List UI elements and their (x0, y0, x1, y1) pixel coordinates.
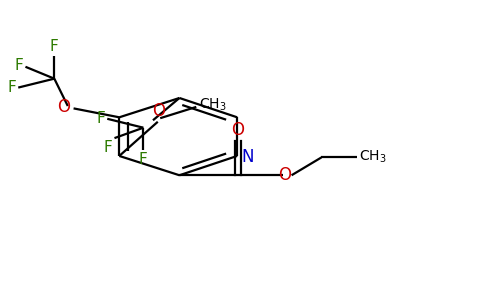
Text: F: F (50, 39, 59, 54)
Text: N: N (241, 148, 254, 166)
Text: F: F (15, 58, 23, 73)
Text: O: O (57, 98, 70, 116)
Text: CH$_3$: CH$_3$ (199, 96, 227, 113)
Text: F: F (103, 140, 112, 154)
Text: O: O (278, 166, 291, 184)
Text: O: O (231, 121, 244, 139)
Text: CH$_3$: CH$_3$ (359, 148, 387, 165)
Text: F: F (96, 111, 105, 126)
Text: F: F (139, 152, 148, 167)
Text: F: F (7, 80, 16, 95)
Text: O: O (152, 102, 165, 120)
